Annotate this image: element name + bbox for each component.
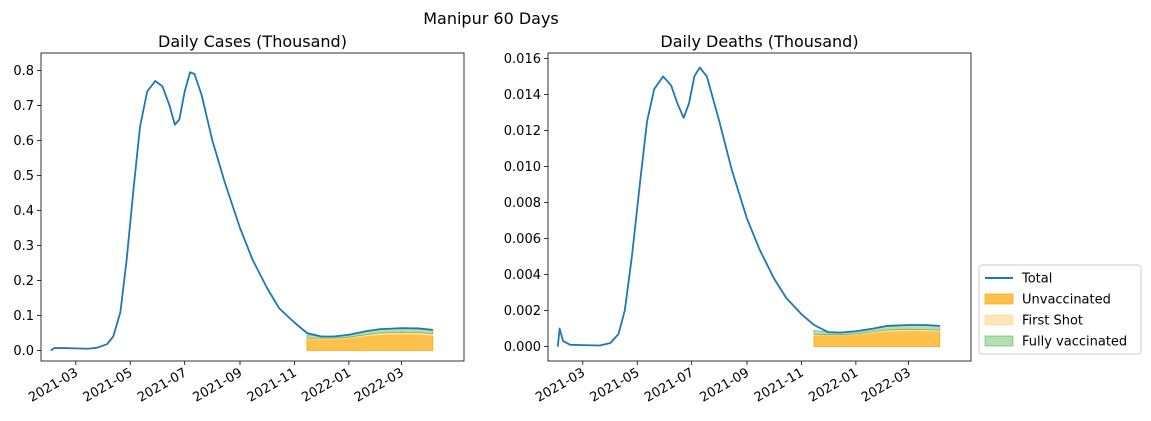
legend-swatch-first-shot (984, 314, 1014, 326)
deaths-x-tick-label: 2021-03 (533, 365, 588, 405)
deaths-y-tick-label: 0.004 (504, 268, 541, 283)
cases-total-line (50, 71, 433, 352)
deaths-y-tick-label: 0.002 (504, 304, 541, 319)
cases-y-tick-label: 0.0 (13, 344, 34, 359)
deaths-y-tick-label: 0.008 (504, 196, 541, 211)
cases-y-tick-label: 0.4 (13, 204, 34, 219)
deaths-x-tick-label: 2021-11 (752, 365, 807, 405)
legend-label-fully-vaccinated: Fully vaccinated (1022, 335, 1127, 350)
cases-y-tick-label: 0.1 (13, 309, 34, 324)
cases-x-tick-label: 2021-11 (245, 365, 300, 405)
deaths-x-tick-label: 2022-01 (806, 365, 861, 405)
legend-swatch-unvaccinated (984, 293, 1014, 305)
cases-x-tick-label: 2021-09 (190, 365, 245, 405)
legend-label-unvaccinated: Unvaccinated (1022, 293, 1111, 308)
deaths-y-tick-label: 0.006 (504, 232, 541, 247)
deaths-chart-frame (547, 52, 972, 362)
cases-x-tick-label: 2021-07 (135, 365, 190, 405)
legend-swatch-fully-vaccinated (984, 335, 1014, 347)
deaths-x-tick-label: 2021-05 (588, 365, 643, 405)
chart-legend: Total Unvaccinated First Shot Fully vaccina… (978, 264, 1142, 355)
deaths-y-tick-label: 0.010 (504, 160, 541, 175)
cases-x-tick-label: 2021-03 (26, 365, 81, 405)
deaths-x-tick-label: 2021-09 (697, 365, 752, 405)
cases-x-tick-label: 2022-03 (352, 365, 407, 405)
cases-chart: Daily Cases (Thousand) 0.0 0.1 0.2 0.3 0.4 0.… (13, 32, 465, 406)
cases-y-tick-label: 0.7 (13, 99, 34, 114)
cases-chart-frame (40, 52, 465, 362)
cases-y-tick-label: 0.2 (13, 274, 34, 289)
cases-y-tick-label: 0.5 (13, 169, 34, 184)
deaths-total-line (556, 66, 940, 347)
deaths-y-tick-label: 0.016 (504, 52, 541, 67)
deaths-y-tick-label: 0.000 (504, 340, 541, 355)
deaths-y-tick-label: 0.014 (504, 88, 541, 103)
cases-y-tick-label: 0.6 (13, 134, 34, 149)
cases-y-tick-label: 0.8 (13, 64, 34, 79)
legend-label-first-shot: First Shot (1022, 314, 1083, 329)
figure-suptitle: Manipur 60 Days (423, 9, 559, 28)
legend-box (978, 264, 1142, 355)
legend-label-total: Total (1021, 272, 1052, 287)
cases-x-tick-label: 2021-05 (81, 365, 136, 405)
cases-chart-title: Daily Cases (Thousand) (158, 32, 347, 51)
deaths-y-tick-label: 0.012 (504, 124, 541, 139)
deaths-chart-title: Daily Deaths (Thousand) (660, 32, 858, 51)
deaths-x-tick-label: 2021-07 (642, 365, 697, 405)
deaths-x-tick-label: 2022-03 (859, 365, 914, 405)
cases-x-tick-label: 2022-01 (299, 365, 354, 405)
cases-y-tick-label: 0.3 (13, 239, 34, 254)
deaths-chart: Daily Deaths (Thousand) 0.000 0.002 0.004 0… (504, 32, 972, 406)
